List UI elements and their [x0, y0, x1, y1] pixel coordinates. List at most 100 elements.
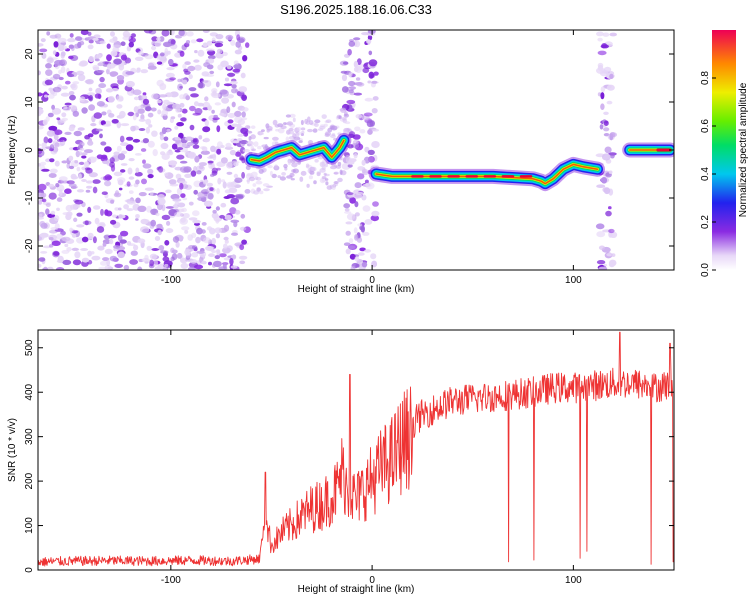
noise-blob	[317, 128, 324, 131]
noise-blob	[150, 107, 157, 112]
noise-blob	[201, 80, 209, 83]
noise-blob	[203, 237, 211, 244]
noise-blob	[114, 207, 119, 211]
colorbar: 0.0 0.2 0.4 0.6 0.8 Normalized spectral ampl…	[700, 30, 749, 277]
noise-blob	[159, 83, 167, 91]
noise-blob	[161, 30, 170, 37]
noise-blob	[118, 63, 125, 71]
noise-blob	[231, 88, 238, 94]
noise-blob	[211, 237, 217, 245]
snr-panel: -100 0 100 0 100 200 300 400 500 Height of strai…	[7, 329, 675, 595]
noise-blob	[373, 71, 379, 76]
noise-blob	[244, 189, 251, 194]
noise-blob	[180, 117, 187, 122]
noise-blob	[118, 187, 123, 191]
noise-blob	[190, 93, 199, 98]
noise-blob	[93, 34, 101, 38]
noise-blob	[155, 212, 160, 217]
noise-blob	[361, 194, 367, 201]
noise-blob	[93, 205, 101, 210]
noise-blob	[191, 245, 198, 250]
noise-blob	[366, 39, 372, 44]
noise-blob	[52, 91, 58, 97]
noise-blob	[160, 142, 169, 150]
y-tick-label: 400	[24, 383, 35, 400]
noise-blob	[56, 197, 63, 202]
noise-blob	[371, 108, 378, 114]
spectrogram-ridge	[243, 132, 674, 192]
noise-blob	[108, 113, 115, 118]
noise-blob	[343, 203, 351, 209]
noise-blob	[73, 130, 83, 137]
noise-blob	[184, 150, 189, 155]
noise-blob	[241, 111, 246, 118]
noise-blob	[239, 244, 245, 251]
noise-blob	[168, 160, 178, 166]
noise-blob	[212, 209, 217, 214]
noise-blob	[81, 155, 87, 159]
noise-blob	[141, 178, 147, 185]
noise-blob	[127, 167, 133, 175]
noise-blob	[113, 192, 122, 198]
noise-blob	[207, 58, 215, 64]
noise-blob	[272, 136, 279, 141]
noise-blob	[144, 187, 154, 191]
noise-blob	[603, 120, 609, 126]
noise-blob	[94, 217, 100, 225]
noise-blob	[38, 92, 43, 97]
noise-blob	[140, 148, 147, 152]
noise-blob	[40, 161, 47, 166]
noise-blob	[154, 236, 161, 241]
noise-blob	[99, 40, 106, 45]
noise-blob	[357, 252, 365, 256]
noise-blob	[156, 36, 161, 42]
noise-blob	[99, 76, 105, 83]
noise-blob	[73, 217, 78, 222]
noise-blob	[56, 233, 63, 240]
noise-blob	[231, 123, 239, 128]
noise-blob	[181, 207, 188, 213]
noise-blob	[596, 231, 606, 238]
noise-blob	[321, 166, 326, 170]
noise-blob	[354, 234, 359, 241]
noise-blob	[286, 175, 293, 179]
noise-blob	[91, 255, 101, 261]
colorbar-ticks: 0.0 0.2 0.4 0.6 0.8	[700, 71, 716, 277]
noise-blob	[230, 140, 240, 144]
noise-blob	[165, 189, 172, 194]
noise-blob	[274, 164, 279, 169]
noise-blob	[134, 153, 142, 156]
x-tick-label: -100	[161, 275, 181, 286]
noise-blob	[300, 127, 306, 131]
noise-blob	[353, 92, 362, 96]
noise-blob	[224, 214, 232, 220]
noise-blob	[41, 198, 47, 203]
noise-blob	[71, 233, 77, 238]
noise-blob	[295, 132, 300, 138]
noise-blob	[142, 98, 150, 105]
noise-blob	[222, 262, 227, 269]
noise-blob	[54, 142, 60, 148]
noise-blob	[242, 55, 248, 62]
noise-blob	[237, 119, 246, 125]
noise-blob	[209, 227, 216, 235]
noise-blob	[198, 135, 203, 140]
noise-blob	[130, 250, 138, 256]
noise-blob	[100, 208, 104, 216]
noise-blob	[51, 240, 61, 246]
noise-blob	[162, 266, 168, 270]
noise-blob	[297, 126, 301, 132]
noise-blob	[154, 266, 162, 270]
noise-blob	[71, 185, 78, 189]
noise-blob	[38, 263, 42, 268]
noise-blob	[278, 127, 285, 134]
noise-blob	[147, 140, 155, 148]
noise-blob	[179, 182, 184, 190]
noise-blob	[253, 141, 259, 147]
noise-blob	[168, 179, 177, 185]
noise-blob	[223, 243, 228, 249]
noise-blob	[192, 138, 198, 143]
noise-blob	[61, 160, 68, 164]
noise-blob	[146, 245, 152, 251]
noise-blob	[100, 260, 108, 266]
